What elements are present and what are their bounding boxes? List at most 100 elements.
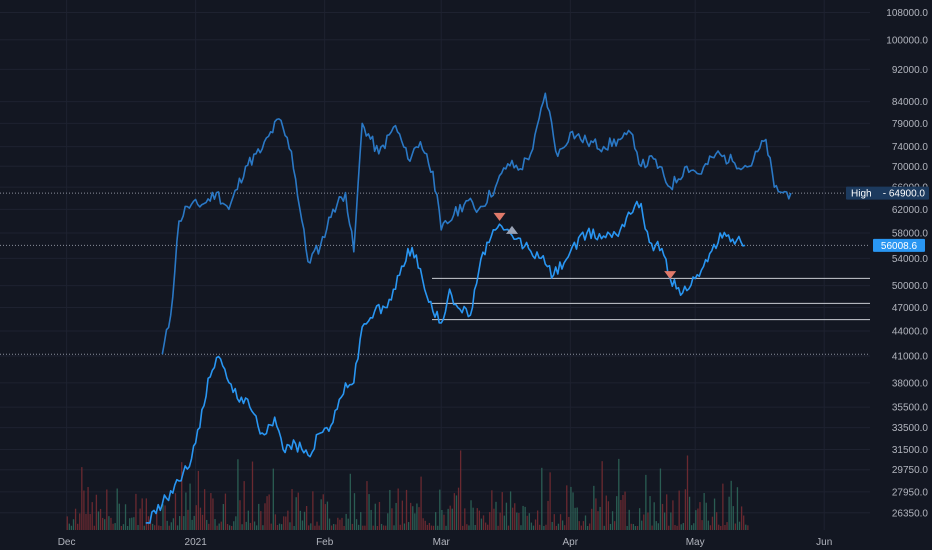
volume-bar [228,525,231,530]
y-axis[interactable]: 108000.0 100000.0 92000.0 84000.0 79000.0 740… [870,0,932,550]
volume-bar [401,500,403,530]
volume-bar [316,521,318,530]
volume-bar [470,500,472,530]
volume-bar [222,504,225,530]
x-tick-label: Jun [816,537,832,548]
volume-bar [214,519,216,530]
volume-bar [110,517,112,530]
volume-bar [609,523,612,530]
volume-bar [480,518,483,530]
volume-bar [732,506,734,530]
volume-bar [118,503,120,530]
volume-bar [170,522,172,530]
volume-bar [638,508,641,530]
y-tick-label: 74000.0 [892,142,929,153]
volume-bar [199,507,202,530]
volume-bar [445,525,447,530]
volume-bar [293,525,295,530]
volume-bar [472,507,474,530]
volume-bar [330,525,333,530]
volume-bar [645,474,647,530]
volume-bar [564,525,566,530]
volume-bar [514,503,516,530]
volume-bar [349,473,351,530]
volume-bar [451,508,453,530]
volume-bar [707,520,709,530]
grid [0,0,870,530]
volume-bar [231,525,233,530]
volume-bar [274,514,277,530]
volume-bar [126,525,129,530]
volume-bar [722,483,724,530]
volume-bar [160,525,162,530]
volume-bar [368,494,370,530]
volume-bar [551,521,553,530]
volume-bar [601,461,603,530]
volume-bar [374,503,376,530]
volume-bar [447,508,449,530]
volume-bar [449,505,451,530]
volume-bar [534,519,537,530]
volume-bar [280,524,283,530]
volume-bar [305,505,308,530]
volume-bar [697,508,699,530]
price-labels: High - 64900.0 56008.6 [846,186,929,252]
volume-bar [736,487,739,530]
volume-bar [303,511,306,530]
volume-bar [453,493,456,530]
volume-bar [241,524,243,530]
volume-bar [478,510,481,530]
volume-bar [705,502,707,530]
volume-bar [489,512,491,530]
volume-bar [713,498,716,530]
high-label-box [846,186,929,200]
volume-bar [320,499,322,530]
volume-bar [512,507,514,530]
volume-bar [576,507,578,530]
volume-bar [289,522,291,530]
volume-bar [474,524,476,530]
volume-bar [158,525,160,530]
volume-bar [495,501,497,530]
volume-bar [380,523,383,530]
volume-bar [699,502,701,530]
volume-bar [418,507,420,530]
volume-bar [301,520,304,530]
volume-bar [372,525,374,530]
volume-bar [291,489,293,530]
y-tick-label: 47000.0 [892,303,929,314]
volume-bar [728,496,730,530]
volume-bar [210,493,212,530]
volume-bar [166,520,168,530]
down-marker [664,271,677,280]
up-marker [506,225,519,234]
volume-bar [676,525,678,530]
volume-bar [339,519,341,530]
volume-bar [701,520,703,530]
volume-bar [133,517,135,530]
volume-bar [582,521,585,530]
x-axis[interactable]: Dec 2021 Feb Mar Apr May Jun [58,537,833,548]
volume-bar [287,510,289,530]
volume-bar [197,470,200,530]
volume-bar [162,504,164,530]
volume-bar [135,493,137,530]
volume-bar [428,522,431,530]
volume-bar [237,459,239,530]
volume-bar [355,519,358,530]
volume-bar [632,524,635,530]
volume-bar [589,523,591,530]
volume-bar [435,512,437,530]
volume-bar [168,525,170,530]
volume-bar [108,516,110,530]
last-price-label: 56008.6 [881,241,918,252]
volume-bar [95,494,98,530]
volume-bar [613,521,616,530]
volume-bar [420,476,422,530]
volume-bar [258,503,260,530]
volume-bar [593,485,595,530]
volume-bar [154,525,156,530]
volume-bar [295,497,297,530]
volume-bar [624,491,626,530]
